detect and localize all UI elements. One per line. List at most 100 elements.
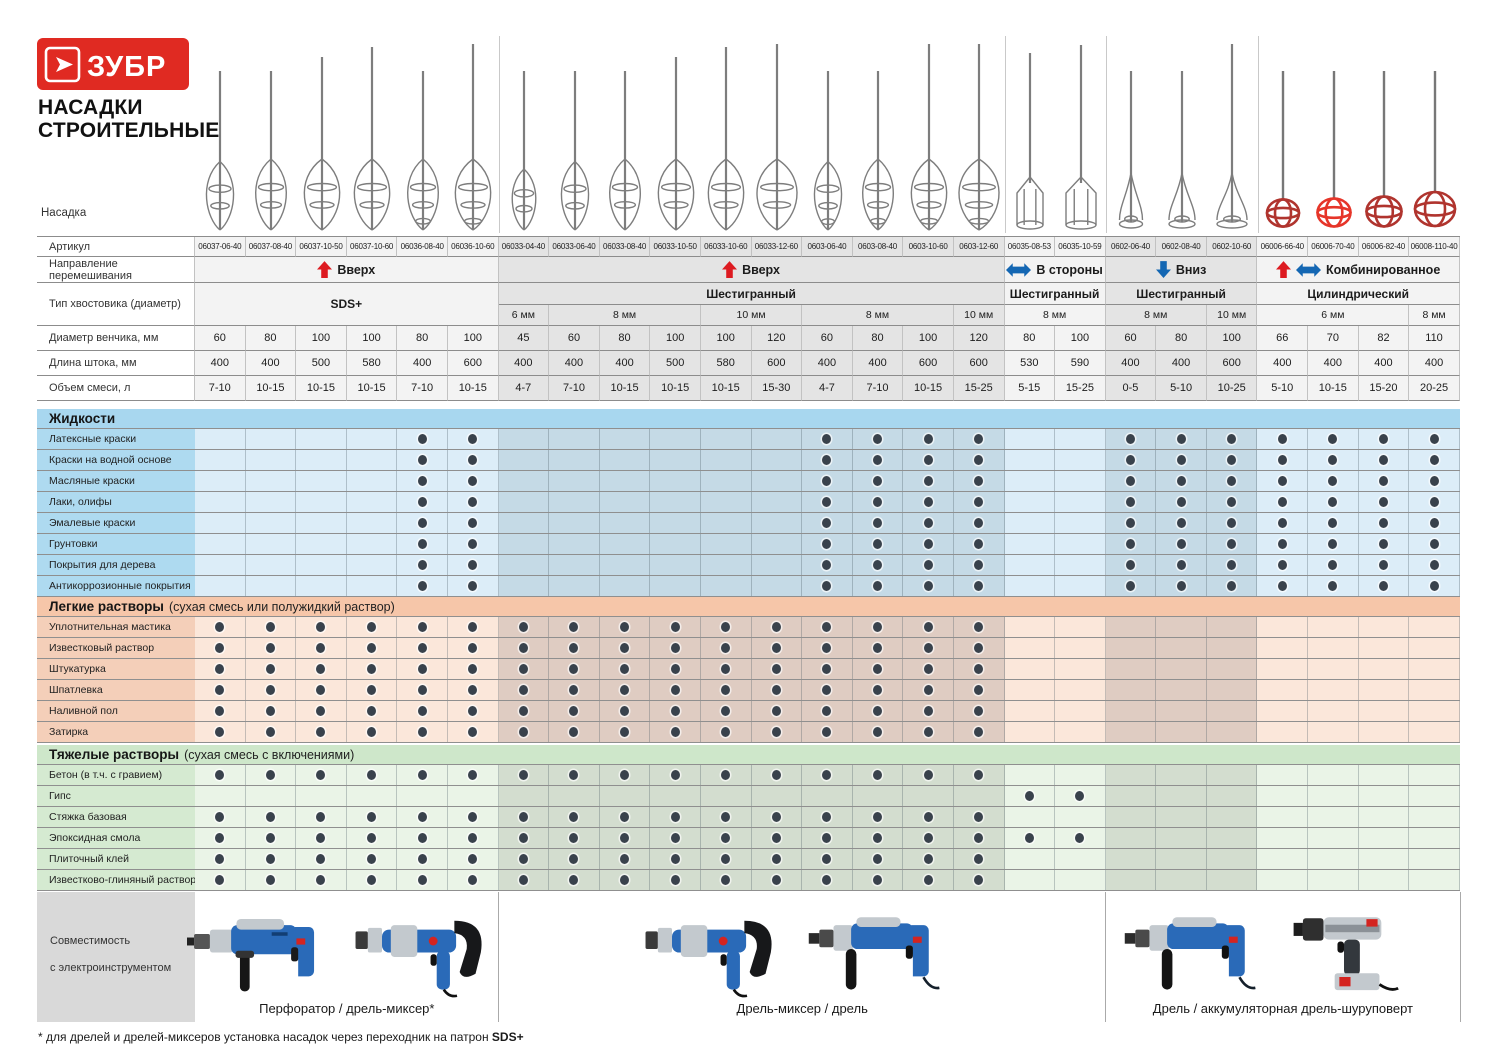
- compatibility-dot: [417, 685, 427, 695]
- dot-cell: [700, 765, 752, 785]
- spec-row-label-length: Длина штока, мм: [37, 351, 195, 376]
- compatibility-dot: [468, 770, 478, 780]
- compatibility-dot: [1429, 518, 1439, 528]
- dot-cell: [1105, 849, 1157, 869]
- compatibility-dot: [1277, 476, 1287, 486]
- dot-cell: [1358, 680, 1410, 700]
- shank-type-cell: Цилиндрический: [1257, 283, 1460, 305]
- dot-cell: [852, 617, 904, 637]
- dot-cell: [1206, 849, 1258, 869]
- compatibility-dot: [316, 875, 326, 885]
- spec-value-length: 400: [802, 351, 853, 376]
- dot-cell: [1105, 722, 1157, 742]
- dot-cell: [751, 534, 803, 554]
- compatibility-dot: [367, 685, 377, 695]
- compatibility-dot: [1125, 560, 1135, 570]
- dot-cell: [953, 849, 1005, 869]
- row-label: Известковый раствор: [37, 638, 195, 658]
- compatibility-dot: [1125, 539, 1135, 549]
- dot-cell: [296, 722, 347, 742]
- dot-cell: [447, 870, 499, 890]
- dot-cell: [599, 870, 651, 890]
- compatibility-dot: [417, 833, 427, 843]
- dot-cell: [1055, 701, 1106, 721]
- compatibility-dot: [316, 643, 326, 653]
- dot-cell: [447, 680, 499, 700]
- compatibility-dot: [822, 854, 832, 864]
- compatibility-dot: [873, 706, 883, 716]
- dot-cell: [1257, 471, 1309, 491]
- spec-value-diameter: 100: [346, 326, 398, 351]
- spec-value-diameter: 100: [1055, 326, 1106, 351]
- spec-value-volume: 7-10: [852, 376, 904, 401]
- table-row: Лаки, олифы: [37, 492, 1460, 513]
- row-label: Наливной пол: [37, 701, 195, 721]
- compatibility-dot: [1227, 581, 1237, 591]
- compatibility-dot: [417, 581, 427, 591]
- compatibility-dot: [1075, 833, 1085, 843]
- compatibility-dot: [1429, 497, 1439, 507]
- mixer-whisk-image: [511, 71, 537, 231]
- mixer-image-col6: [451, 44, 495, 233]
- spec-value-volume: 15-30: [751, 376, 803, 401]
- dot-cell: [903, 722, 954, 742]
- dot-cell: [1358, 429, 1410, 449]
- dot-cell: [650, 786, 701, 806]
- article-cell: 0602-06-40: [1105, 237, 1157, 257]
- drill-image: [808, 917, 940, 990]
- dot-cell: [953, 828, 1005, 848]
- compatibility-dot: [1176, 434, 1186, 444]
- article-cell: 0603-10-60: [903, 237, 954, 257]
- dot-cell: [700, 786, 752, 806]
- dot-cell: [1257, 617, 1309, 637]
- dot-cell: [903, 576, 954, 596]
- dot-cell: [1156, 722, 1207, 742]
- compatibility-dot: [215, 875, 225, 885]
- compatibility-dot: [518, 643, 528, 653]
- mixer-whisk-image: [862, 71, 894, 231]
- compatibility-dot: [1176, 455, 1186, 465]
- compatibility-dot: [771, 706, 781, 716]
- compatibility-dot: [620, 643, 630, 653]
- article-cell: 0603-08-40: [852, 237, 904, 257]
- dot-cell: [1055, 680, 1106, 700]
- spec-value-length: 400: [1358, 351, 1410, 376]
- dot-cell: [903, 638, 954, 658]
- dot-cell: [1308, 450, 1359, 470]
- dot-cell: [1358, 659, 1410, 679]
- spec-value-diameter: 45: [498, 326, 550, 351]
- mixer-whisk-image: [406, 71, 439, 231]
- compatibility-dot: [316, 664, 326, 674]
- dot-cell: [245, 513, 297, 533]
- dot-cell: [700, 450, 752, 470]
- shank-type-cell: Шестигранный: [1004, 283, 1106, 305]
- tools-zone-divider: [1460, 892, 1461, 1022]
- dot-cell: [1257, 722, 1309, 742]
- dot-cell: [1308, 576, 1359, 596]
- dot-cell: [1409, 870, 1460, 890]
- compatibility-dot: [417, 812, 427, 822]
- dot-cell: [1156, 870, 1207, 890]
- dot-cell: [1409, 807, 1460, 827]
- dot-cell: [195, 680, 246, 700]
- dot-cell: [245, 638, 297, 658]
- compatibility-dot: [822, 812, 832, 822]
- dot-cell: [650, 555, 701, 575]
- compatibility-dot: [873, 434, 883, 444]
- spec-value-length: 400: [599, 351, 651, 376]
- dot-cell: [1156, 492, 1207, 512]
- dot-cell: [549, 701, 600, 721]
- mixer-whisk-image: [609, 71, 641, 231]
- compatibility-dot: [468, 875, 478, 885]
- dot-cell: [195, 638, 246, 658]
- compatibility-dot: [923, 833, 933, 843]
- tools-zone-label: Дрель-миксер / дрель: [736, 1001, 868, 1016]
- compatibility-dot: [974, 581, 984, 591]
- spec-value-length: 600: [903, 351, 954, 376]
- dot-cell: [498, 429, 550, 449]
- compatibility-dot: [1328, 476, 1338, 486]
- article-cell: 06033-06-40: [549, 237, 600, 257]
- spec-value-volume: 10-15: [447, 376, 499, 401]
- compatibility-dot: [417, 539, 427, 549]
- mixer-image-col19: [1109, 71, 1153, 233]
